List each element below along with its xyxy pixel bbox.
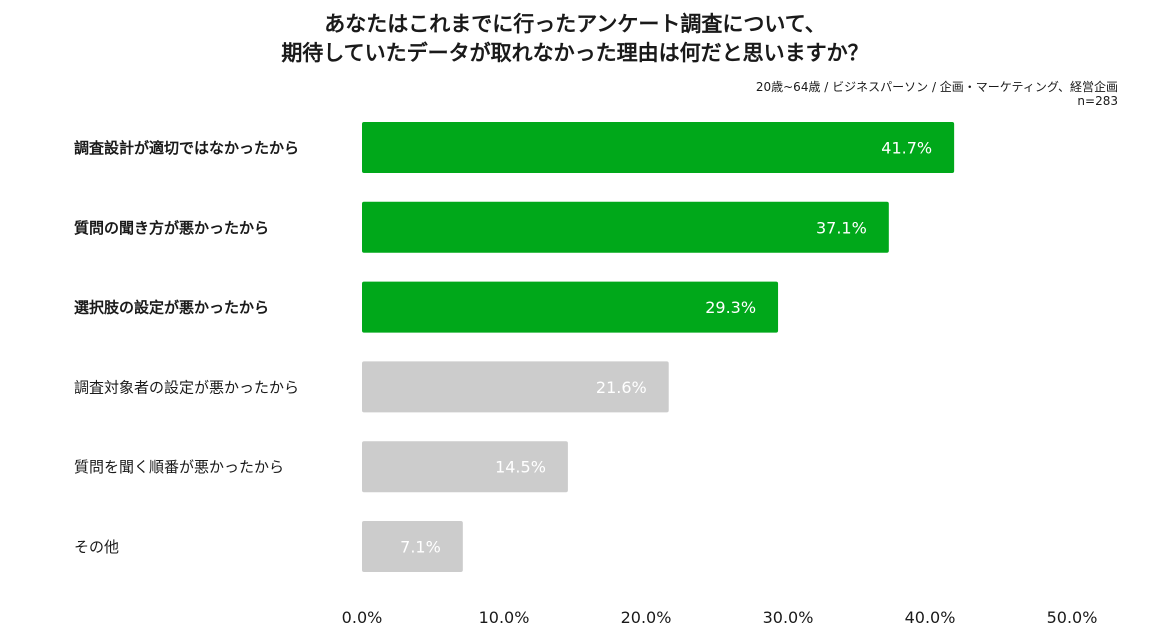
category-label: 調査設計が適切ではなかったから [74, 139, 299, 157]
x-tick-label: 10.0% [479, 608, 530, 627]
x-tick-label: 0.0% [342, 608, 383, 627]
x-tick-label: 50.0% [1047, 608, 1098, 627]
bar [362, 521, 463, 572]
chart-subtitle: 20歳~64歳 / ビジネスパーソン / 企画・マーケティング、経営企画 [755, 80, 1118, 94]
category-label: その他 [74, 538, 119, 556]
chart-meta: 20歳~64歳 / ビジネスパーソン / 企画・マーケティング、経営企画 n=2… [756, 80, 1118, 108]
x-tick-label: 30.0% [763, 608, 814, 627]
value-label: 37.1% [816, 218, 867, 237]
sample-size: n=283 [1077, 94, 1118, 108]
category-label: 質問の聞き方が悪かったから [74, 219, 269, 237]
value-label: 7.1% [400, 538, 441, 557]
category-label: 質問を聞く順番が悪かったから [74, 458, 284, 476]
value-label: 21.6% [596, 378, 647, 397]
category-label: 選択肢の設定が悪かったから [74, 299, 269, 317]
value-label: 29.3% [705, 298, 756, 317]
bar [362, 201, 889, 253]
bar [362, 122, 955, 173]
chart-title: あなたはこれまでに行ったアンケート調査について、 期待していたデータが取れなかっ… [0, 10, 1150, 68]
chart-title-line-1: あなたはこれまでに行ったアンケート調査について、 [324, 12, 826, 36]
value-label: 41.7% [881, 139, 932, 158]
chart-title-line-2: 期待していたデータが取れなかった理由は何だと思いますか？ [281, 41, 869, 65]
category-label: 調査対象者の設定が悪かったから [74, 378, 299, 396]
x-tick-label: 40.0% [905, 608, 956, 627]
bar [362, 361, 669, 413]
x-tick-label: 20.0% [621, 608, 672, 627]
bar [362, 281, 779, 333]
bar [362, 441, 568, 493]
value-label: 14.5% [495, 458, 546, 477]
